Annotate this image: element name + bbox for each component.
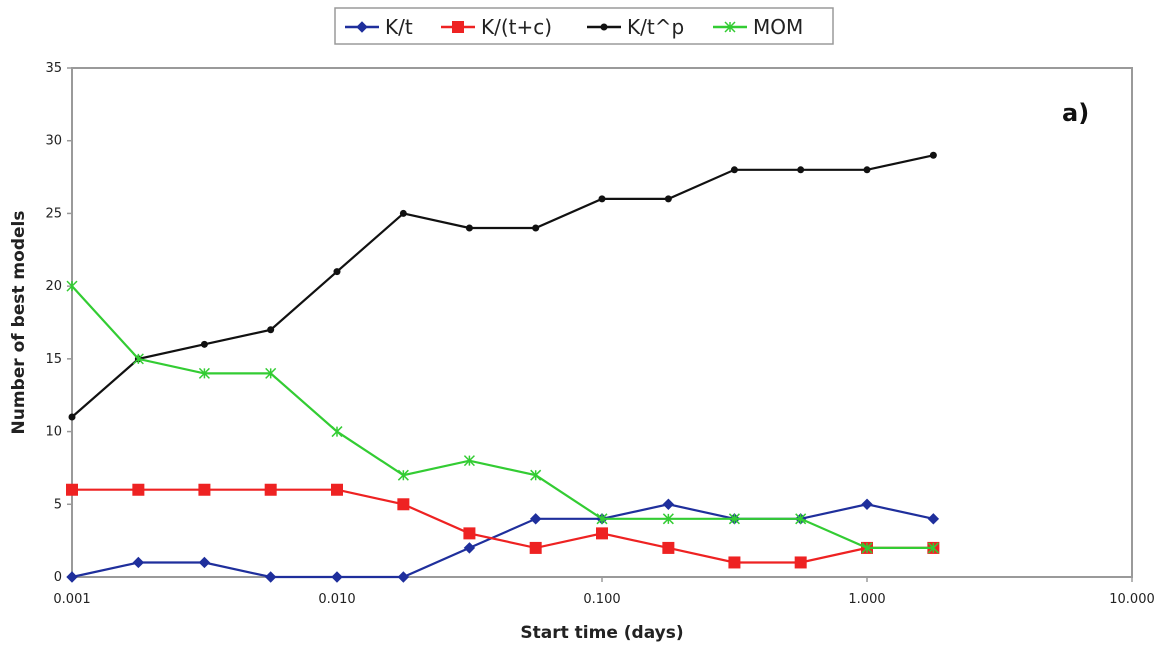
x-axis-ticks: 0.001 0.010 0.100 1.000 10.000 [53,577,1155,607]
y-tick-label: 10 [45,425,62,440]
legend-label: MOM [753,15,803,39]
series-mom-point [198,367,210,379]
series-k-t-point [132,556,145,569]
series-mom-point [662,513,674,525]
series-k-t-p-point [532,224,540,232]
series-k-t-point [264,571,277,583]
legend: K/t K/(t+c) K/t^p MOM [334,7,834,45]
y-axis-ticks: 0 5 10 15 20 25 30 35 [45,61,72,585]
series-k-t-c-point [397,498,410,511]
legend-k-t-point [356,21,368,33]
series-k-t-p-point [929,151,937,159]
x-tick-label: 1.000 [848,592,885,607]
series-k-t-point [463,542,476,554]
series-k-t-p-point [68,413,76,421]
series-k-t-point [397,571,410,583]
series-k-t-p-point [465,224,473,232]
y-tick-label: 25 [45,206,62,221]
series-k-t-p-point [200,340,208,348]
series-k-t-c-point [331,483,343,496]
series-k-t-point [331,571,343,583]
series-mom-point [66,280,78,292]
series-k-t-c-point [264,483,277,496]
x-tick-label: 0.010 [318,592,355,607]
series-mom-point [596,513,608,525]
legend-entry-k-t-p: K/t^p [587,15,684,39]
series-k-t-c-point [463,527,476,540]
series-k-t-p-point [730,166,738,174]
series-mom-point [132,353,144,365]
series-k-t-p [68,151,937,421]
series-k-t-p-point [598,195,606,203]
legend-k-t-p-point [600,23,608,31]
series-k-t-point [529,513,542,525]
series-mom [66,280,939,554]
y-axis-title: Number of best models [9,211,29,435]
series-k-t-point [198,556,211,569]
y-tick-label: 0 [54,570,62,585]
series-k-t-c-point [596,527,608,540]
series-layer [66,151,940,583]
series-k-t-point [66,571,78,583]
series-line-k-t-c [72,488,934,564]
series-k-t-c-point [529,541,542,554]
y-tick-label: 15 [45,352,62,367]
series-k-t-point [861,498,873,510]
x-tick-label: 10.000 [1109,592,1155,607]
series-mom-point [331,426,343,438]
x-tick-label: 0.100 [583,592,620,607]
legend-label: K/(t+c) [481,15,552,39]
series-mom-point [463,455,475,467]
legend-mom-point [724,21,736,33]
x-axis-title: Start time (days) [520,623,683,643]
legend-k-t-c-point [452,21,464,33]
series-k-t-point [662,498,675,510]
legend-box [334,7,834,45]
series-line-k-t-p [71,154,934,418]
legend-label: K/t^p [627,15,684,39]
series-k-t-c-point [198,483,211,496]
series-k-t-c-point [66,483,78,496]
y-tick-label: 35 [45,61,62,76]
series-line-mom [71,285,934,550]
legend-entry-k-t-c: K/(t+c) [441,15,552,39]
series-mom-point [728,513,740,525]
y-tick-label: 30 [45,134,62,149]
series-mom-point [397,469,409,481]
series-k-t-p-point [267,326,275,334]
series-k-t-p-point [797,166,805,174]
series-mom-point [861,542,873,554]
series-k-t-c-point [728,556,741,569]
series-mom-point [265,367,277,379]
y-tick-label: 20 [45,279,62,294]
legend-entry-mom: MOM [713,15,803,39]
legend-label: K/t [385,15,413,39]
panel-annotation: a) [1062,99,1089,127]
series-k-t-p-point [333,268,341,276]
series-k-t-c-point [132,483,145,496]
series-k-t-p-point [863,166,871,174]
series-mom-point [530,469,542,481]
series-k-t-c-point [662,541,675,554]
series-k-t-p-point [399,209,407,217]
y-tick-label: 5 [54,497,62,512]
series-k-t-c-point [794,556,807,569]
series-mom-point [927,542,939,554]
x-tick-label: 0.001 [53,592,90,607]
series-k-t-point [927,513,940,525]
series-k-t-p-point [664,195,672,203]
legend-entry-k-t: K/t [345,15,413,39]
series-mom-point [795,513,807,525]
